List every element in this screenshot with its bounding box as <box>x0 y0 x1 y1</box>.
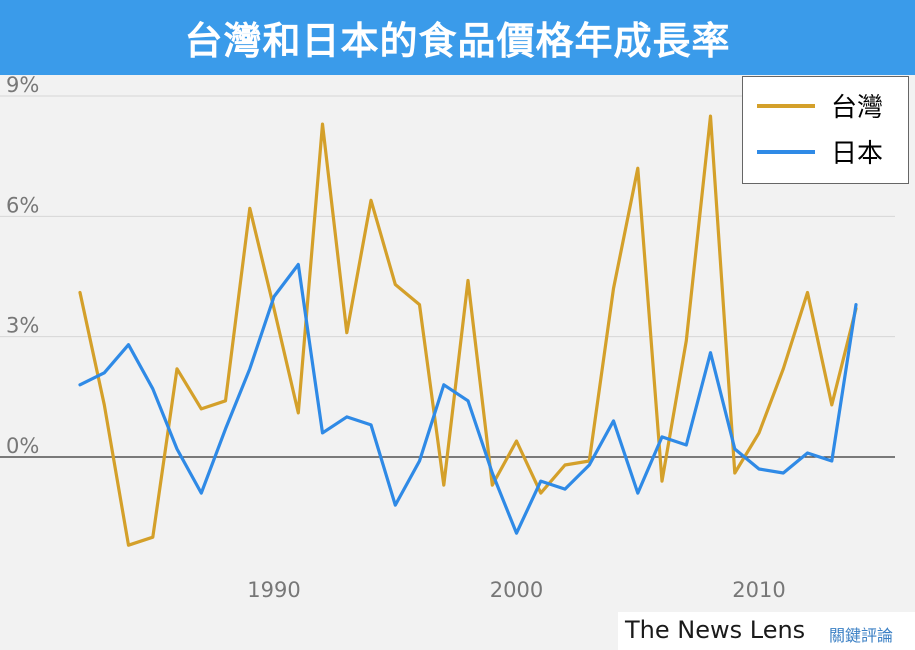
chart-plot: 0% 3% 6% 9% 1990 2000 2010 <box>0 75 895 602</box>
chart-legend: 台灣 日本 <box>742 76 909 184</box>
series-line-taiwan <box>78 114 858 547</box>
chart-title: 台灣和日本的食品價格年成長率 <box>184 19 731 63</box>
legend-label-taiwan: 台灣 <box>831 93 884 123</box>
y-tick-label-1: 3% <box>6 314 39 338</box>
brand-logo-subtext: 關鍵評論 <box>829 626 894 645</box>
y-tick-label-0: 0% <box>6 434 39 458</box>
series-line-japan <box>78 262 858 535</box>
x-tick-label-1: 2000 <box>490 578 543 602</box>
legend-item-japan: 日本 <box>757 133 883 170</box>
title-banner: 台灣和日本的食品價格年成長率 <box>0 0 915 75</box>
legend-swatch-japan <box>757 149 815 154</box>
legend-item-taiwan: 台灣 <box>757 87 883 124</box>
y-tick-label-2: 6% <box>6 193 39 217</box>
legend-swatch-taiwan <box>757 103 815 108</box>
x-tick-label-0: 1990 <box>247 578 300 602</box>
legend-label-japan: 日本 <box>831 139 884 169</box>
x-tick-label-2: 2010 <box>732 578 785 602</box>
brand-logo-text: The News Lens <box>625 616 806 644</box>
credit-bar <box>618 612 915 650</box>
y-tick-label-3: 9% <box>6 75 39 97</box>
